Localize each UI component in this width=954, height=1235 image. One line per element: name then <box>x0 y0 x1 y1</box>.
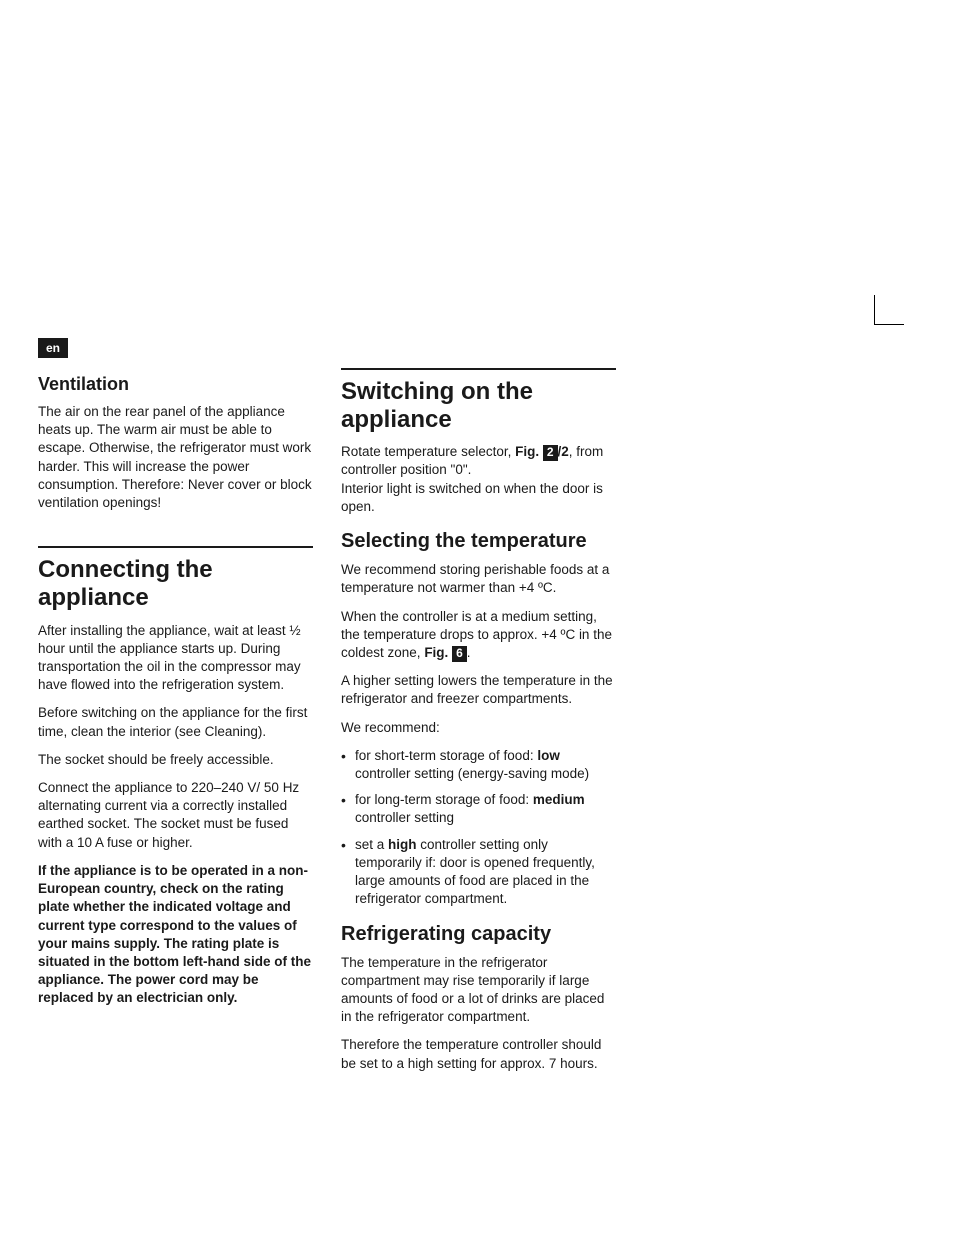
list-item: set a high controller setting only tempo… <box>341 836 616 909</box>
connecting-p5-warning: If the appliance is to be operated in a … <box>38 862 313 1008</box>
refrig-p2: Therefore the temperature controller sho… <box>341 1036 616 1072</box>
selecting-p1: We recommend storing perishable foods at… <box>341 561 616 597</box>
fig-ref-icon: 2 <box>543 445 558 461</box>
switching-heading: Switching on the appliance <box>341 378 616 433</box>
ventilation-body: The air on the rear panel of the applian… <box>38 403 313 512</box>
fig-ref-icon: 6 <box>452 646 467 662</box>
selecting-p2: When the controller is at a medium setti… <box>341 608 616 663</box>
connecting-p3: The socket should be freely accessible. <box>38 751 313 769</box>
selecting-heading: Selecting the temperature <box>341 530 616 553</box>
selecting-p3: A higher setting lowers the temperature … <box>341 672 616 708</box>
refrig-heading: Refrigerating capacity <box>341 923 616 946</box>
refrig-p1: The temperature in the refrigerator comp… <box>341 954 616 1027</box>
connecting-p4: Connect the appliance to 220–240 V/ 50 H… <box>38 779 313 852</box>
crop-mark <box>874 295 904 325</box>
connecting-heading: Connecting the appliance <box>38 556 313 611</box>
section-rule <box>341 368 616 370</box>
recommendation-list: for short-term storage of food: low cont… <box>341 747 616 909</box>
section-rule <box>38 546 313 548</box>
left-column: Ventilation The air on the rear panel of… <box>38 368 313 1083</box>
connecting-p2: Before switching on the appliance for th… <box>38 704 313 740</box>
switching-p1: Rotate temperature selector, Fig. 2/2, f… <box>341 443 616 516</box>
page-content: Ventilation The air on the rear panel of… <box>38 368 618 1083</box>
ventilation-heading: Ventilation <box>38 374 313 395</box>
right-column: Switching on the appliance Rotate temper… <box>341 368 616 1083</box>
selecting-p4: We recommend: <box>341 719 616 737</box>
list-item: for short-term storage of food: low cont… <box>341 747 616 783</box>
language-badge: en <box>38 338 68 358</box>
list-item: for long-term storage of food: medium co… <box>341 791 616 827</box>
connecting-p1: After installing the appliance, wait at … <box>38 622 313 695</box>
